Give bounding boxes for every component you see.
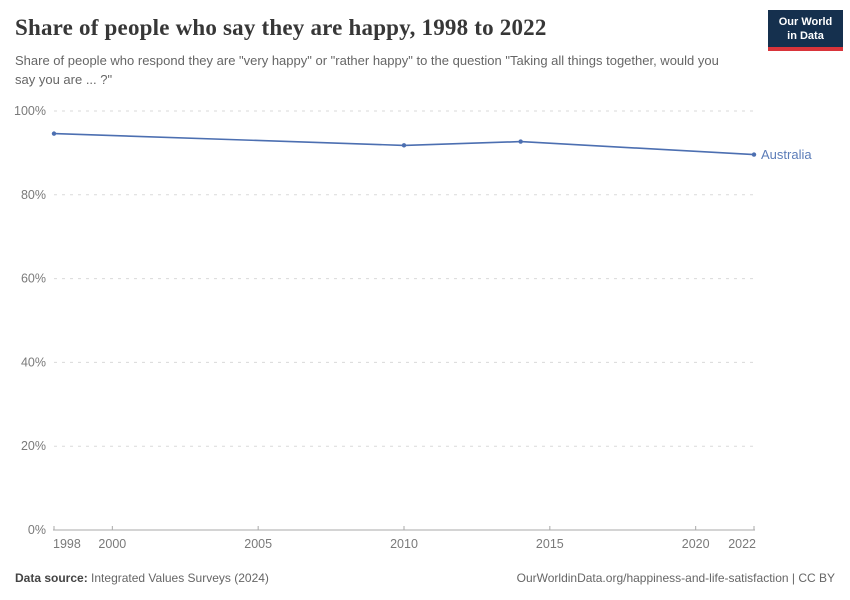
chart-subtitle: Share of people who respond they are "ve…	[15, 53, 719, 87]
x-tick-label: 2000	[98, 537, 126, 551]
x-tick-label: 2005	[244, 537, 272, 551]
x-tick-label: 2015	[536, 537, 564, 551]
x-tick-label: 2022	[728, 537, 756, 551]
y-tick-label: 40%	[21, 355, 46, 369]
x-tick-label: 2020	[682, 537, 710, 551]
x-tick-label: 1998	[53, 537, 81, 551]
y-tick-label: 0%	[28, 523, 46, 537]
data-source-label: Data source:	[15, 571, 88, 585]
data-point[interactable]	[518, 139, 523, 144]
data-point[interactable]	[401, 143, 407, 148]
data-point[interactable]	[51, 131, 57, 136]
chart-title: Share of people who say they are happy, …	[15, 15, 547, 40]
attribution-link[interactable]: OurWorldinData.org/happiness-and-life-sa…	[516, 571, 835, 585]
y-tick-label: 80%	[21, 188, 46, 202]
data-source: Data source: Integrated Values Surveys (…	[15, 571, 269, 585]
series-label[interactable]: Australia	[761, 147, 812, 162]
owid-logo-line2: in Data	[787, 30, 824, 42]
data-source-value: Integrated Values Surveys (2024)	[91, 571, 269, 585]
y-tick-label: 20%	[21, 439, 46, 453]
x-tick-label: 2010	[390, 537, 418, 551]
data-point[interactable]	[751, 152, 757, 157]
series-line-australia[interactable]	[53, 132, 755, 156]
owid-logo-line1: Our World	[778, 16, 833, 28]
y-tick-label: 60%	[21, 272, 46, 286]
owid-logo[interactable]: Our World in Data	[768, 10, 843, 51]
chart-footer: Data source: Integrated Values Surveys (…	[15, 571, 835, 585]
y-tick-label: 100%	[14, 104, 46, 118]
